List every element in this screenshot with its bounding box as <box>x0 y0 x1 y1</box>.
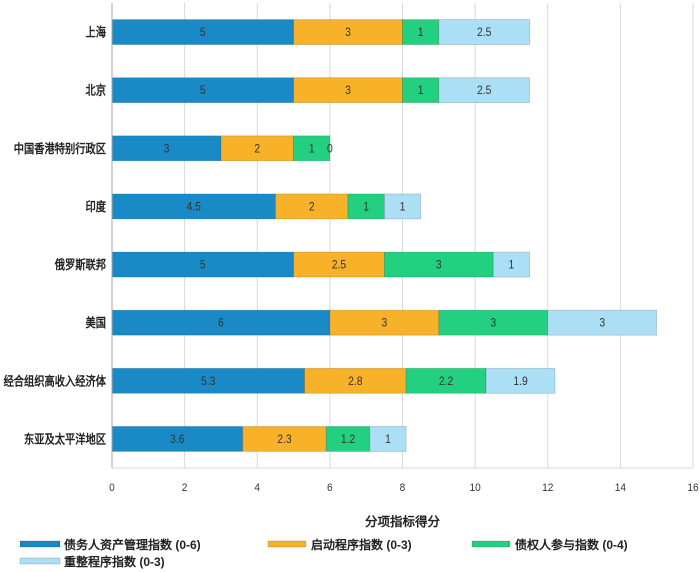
bar-value-label: 3 <box>164 143 170 156</box>
bar-segment-series2-row1 <box>293 19 403 45</box>
bar-segment-series4-row4 <box>383 193 422 220</box>
bar-value-label: 5 <box>200 259 206 272</box>
x-tick-label: 8 <box>400 482 406 494</box>
category-label: 经合组织高收入经济体 <box>4 373 107 388</box>
legend-item: 启动程序指数 (0-3) <box>267 537 412 552</box>
legend: 债务人资产管理指数 (0-6) 启动程序指数 (0-3) 债权人参与指数 (0-… <box>19 537 628 569</box>
bar-value-label: 1.9 <box>513 375 527 388</box>
bar-value-label: 0 <box>327 143 333 156</box>
bar-segments <box>111 19 658 452</box>
x-tick-label: 12 <box>542 482 553 494</box>
legend-label: 重整程序指数 (0-3) <box>64 554 165 569</box>
x-tick-label: 0 <box>109 482 115 494</box>
bar-value-label: 2.5 <box>477 27 491 40</box>
legend-swatch <box>471 540 511 548</box>
category-label: 上海 <box>86 25 107 40</box>
bar-value-label: 5 <box>200 85 206 98</box>
bar-segment-series4-row8 <box>369 426 407 452</box>
bar-segment-series3-row4 <box>347 193 385 220</box>
bar-value-label: 2.2 <box>439 375 453 388</box>
bar-value-label: 2.8 <box>348 375 362 388</box>
bar-segment-series4-row5 <box>492 251 530 278</box>
bar-value-label: 2 <box>309 201 315 214</box>
category-label: 东亚及太平洋地区 <box>24 431 106 446</box>
bar-value-label: 3 <box>345 27 351 40</box>
bar-value-label: 1 <box>418 85 424 98</box>
bar-value-label: 1 <box>363 201 369 214</box>
bar-segment-series1-row8 <box>111 426 244 452</box>
legend-item: 债务人资产管理指数 (0-6) <box>19 537 201 552</box>
bar-value-label: 3 <box>436 259 442 272</box>
x-tick-label: 2 <box>182 482 188 494</box>
x-axis: 0 2 4 6 8 10 12 14 16 <box>109 3 699 494</box>
bar-segment-series1-row4 <box>111 193 276 220</box>
bar-segment-series3-row6 <box>438 309 549 336</box>
bar-value-label: 5.3 <box>201 375 215 388</box>
bar-value-label: 5 <box>200 27 206 40</box>
bar-segment-series3-row5 <box>383 251 494 278</box>
bar-segment-series3-row3 <box>293 135 331 162</box>
bar-segment-series4-row7 <box>485 367 556 394</box>
category-label: 北京 <box>86 83 106 98</box>
bar-value-label: 1 <box>385 433 391 446</box>
bar-value-label: 2 <box>254 143 260 156</box>
legend-swatch <box>19 540 61 548</box>
gridlines <box>184 3 694 468</box>
bar-segment-series2-row5 <box>293 251 385 278</box>
bar-value-label: 3 <box>345 85 351 98</box>
legend-swatch <box>267 540 307 548</box>
bar-value-label: 3 <box>381 317 387 330</box>
bar-segment-series4-row2 <box>438 77 530 104</box>
bar-segment-series1-row3 <box>111 135 222 162</box>
legend-item: 重整程序指数 (0-3) <box>19 554 165 569</box>
bar-value-label: 1 <box>400 201 406 214</box>
bar-value-label: 3.6 <box>170 433 184 446</box>
bar-segment-series3-row2 <box>402 77 440 104</box>
x-tick-label: 6 <box>327 482 333 494</box>
bar-segment-series2-row2 <box>293 77 403 104</box>
x-tick-label: 16 <box>687 482 698 494</box>
category-label: 俄罗斯联邦 <box>54 257 107 272</box>
legend-label: 启动程序指数 (0-3) <box>311 537 412 552</box>
legend-swatch <box>19 557 61 565</box>
category-label: 美国 <box>86 315 106 330</box>
bar-segment-series2-row7 <box>304 367 407 394</box>
bar-segment-series3-row7 <box>405 367 487 394</box>
bar-value-label: 2.3 <box>277 433 291 446</box>
bar-segment-series2-row4 <box>275 193 349 220</box>
bar-segment-series1-row7 <box>111 367 305 394</box>
category-label: 印度 <box>86 199 107 214</box>
bar-value-label: 2.5 <box>477 85 491 98</box>
bar-segment-series1-row5 <box>111 251 294 278</box>
category-label: 中国香港特别行政区 <box>14 141 107 156</box>
bar-value-label: 3 <box>490 317 496 330</box>
bar-value-label: 1 <box>509 259 515 272</box>
legend-label: 债务人资产管理指数 (0-6) <box>64 537 201 552</box>
bar-value-label: 2.5 <box>332 259 346 272</box>
x-tick-label: 10 <box>470 482 481 494</box>
bar-segment-series4-row1 <box>438 19 530 45</box>
bar-segment-series4-row6 <box>547 309 658 336</box>
x-tick-label: 14 <box>615 482 626 494</box>
x-axis-title: 分项指标得分 <box>365 514 441 529</box>
bar-value-label: 1 <box>309 143 315 156</box>
bar-value-label: 3 <box>599 317 605 330</box>
bar-segment-series2-row8 <box>242 426 327 452</box>
bar-value-labels: 5 3 1 2.55 3 1 2.53 2 1 04.5 2 1 15 2.5 3 16 3 3 35.3 2.8 2.… <box>164 27 606 446</box>
legend-item: 债权人参与指数 (0-4) <box>471 537 628 552</box>
bar-value-label: 6 <box>218 317 224 330</box>
legend-label: 债权人参与指数 (0-4) <box>515 537 628 552</box>
bar-value-label: 1.2 <box>341 433 355 446</box>
bar-segment-series3-row8 <box>325 426 371 452</box>
bar-value-label: 1 <box>418 27 424 40</box>
bar-value-label: 4.5 <box>187 201 201 214</box>
x-tick-label: 4 <box>254 482 260 494</box>
